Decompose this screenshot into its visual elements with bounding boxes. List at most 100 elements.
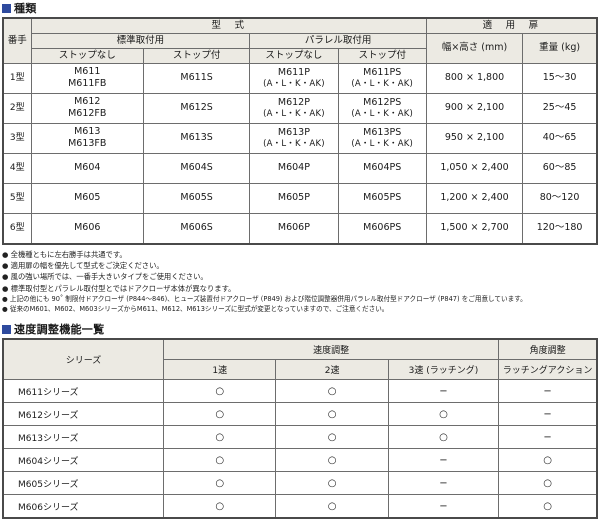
cell-speed-3: − bbox=[387, 379, 500, 404]
cell-door-weight: 15〜30 bbox=[522, 62, 598, 94]
row-label-banme: 4型 bbox=[2, 152, 32, 184]
table-row: 1型 M611 M611FB M611S M611P (A・L・K・AK) M6… bbox=[2, 62, 598, 94]
model-variant-codes: (A・L・K・AK) bbox=[263, 108, 325, 119]
model-code-sub: M611FB bbox=[68, 78, 107, 90]
cell-door-weight: 40〜65 bbox=[522, 122, 598, 154]
speed-table-body: M611シリーズ ○ ○ − − M612シリーズ ○ ○ ○ − M613シリ… bbox=[2, 379, 598, 519]
cell-parallel-no-stop: M611P (A・L・K・AK) bbox=[249, 62, 339, 94]
table-row: M613シリーズ ○ ○ ○ − bbox=[2, 425, 598, 450]
cell-door-size: 1,200 × 2,400 bbox=[425, 182, 524, 214]
table-row: M611シリーズ ○ ○ − − bbox=[2, 379, 598, 404]
section-title-text: 速度調整機能一覧 bbox=[14, 323, 105, 337]
col-header-speed-1: 1速 bbox=[163, 359, 277, 381]
row-label-series: M612シリーズ bbox=[2, 402, 165, 427]
note-item: ● 全機種ともに左右勝手は共通です。 bbox=[2, 249, 127, 259]
row-label-series: M604シリーズ bbox=[2, 448, 165, 473]
cell-speed-2: ○ bbox=[275, 448, 389, 473]
row-label-banme: 1型 bbox=[2, 62, 32, 94]
cell-standard-with-stop: M605S bbox=[142, 182, 251, 214]
cell-door-weight: 80〜120 bbox=[522, 182, 598, 214]
model-code-main: M611PS bbox=[363, 66, 402, 78]
cell-parallel-with-stop: M605PS bbox=[337, 182, 427, 214]
group-header-door: 適 用 扉 bbox=[425, 17, 598, 34]
types-table-head: 番手 型 式 適 用 扉 標準取付用 パラレル取付用 幅×高さ (mm) 重量 … bbox=[2, 17, 598, 64]
col-header-size: 幅×高さ (mm) bbox=[425, 32, 524, 64]
cell-parallel-no-stop: M604P bbox=[249, 152, 339, 184]
model-code-main: M611 bbox=[74, 66, 101, 78]
cell-standard-with-stop: M604S bbox=[142, 152, 251, 184]
cell-speed-2: ○ bbox=[275, 379, 389, 404]
cell-door-size: 1,500 × 2,700 bbox=[425, 212, 524, 245]
cell-speed-1: ○ bbox=[163, 379, 277, 404]
model-code-main: M612 bbox=[74, 96, 101, 108]
row-label-series: M606シリーズ bbox=[2, 494, 165, 519]
model-variant-codes: (A・L・K・AK) bbox=[263, 78, 325, 89]
cell-standard-with-stop: M613S bbox=[142, 122, 251, 154]
note-item: ● 上記の他にも 90˚ 制限付ドアクローザ (P844〜846)、ヒューズ装置… bbox=[2, 294, 527, 303]
group-header-type: 型 式 bbox=[30, 17, 427, 34]
model-variant-codes: (A・L・K・AK) bbox=[263, 138, 325, 149]
cell-speed-2: ○ bbox=[275, 425, 389, 450]
table-row: 4型 M604 M604S M604P M604PS 1,050 × 2,400… bbox=[2, 152, 598, 184]
cell-speed-1: ○ bbox=[163, 402, 277, 427]
blue-square-icon bbox=[2, 325, 11, 335]
speed-function-table: シリーズ 速度調整 角度調整 1速 2速 3速 (ラッチング) ラッチングアクシ… bbox=[2, 338, 598, 519]
cell-latching-action: − bbox=[498, 425, 598, 450]
cell-door-size: 950 × 2,100 bbox=[425, 122, 524, 154]
col-header-weight: 重量 (kg) bbox=[522, 32, 598, 64]
col-header-latching-action: ラッチングアクション bbox=[498, 359, 598, 381]
cell-parallel-with-stop: M611PS (A・L・K・AK) bbox=[337, 62, 427, 94]
cell-door-weight: 60〜85 bbox=[522, 152, 598, 184]
cell-parallel-with-stop: M604PS bbox=[337, 152, 427, 184]
cell-speed-3: − bbox=[387, 471, 500, 496]
speed-table-head: シリーズ 速度調整 角度調整 1速 2速 3速 (ラッチング) ラッチングアクシ… bbox=[2, 338, 598, 381]
section-heading-types: 種類 bbox=[0, 0, 600, 17]
cell-speed-1: ○ bbox=[163, 494, 277, 519]
cell-door-weight: 25〜45 bbox=[522, 92, 598, 124]
cell-speed-1: ○ bbox=[163, 448, 277, 473]
cell-standard-with-stop: M611S bbox=[142, 62, 251, 94]
cell-door-weight: 120〜180 bbox=[522, 212, 598, 245]
table-row: 2型 M612 M612FB M612S M612P (A・L・K・AK) M6… bbox=[2, 92, 598, 124]
cell-speed-3: ○ bbox=[387, 402, 500, 427]
table-row: M604シリーズ ○ ○ − ○ bbox=[2, 448, 598, 473]
model-code-main: M613 bbox=[74, 126, 101, 138]
row-label-banme: 5型 bbox=[2, 182, 32, 214]
model-code-sub: M612FB bbox=[68, 108, 107, 120]
cell-latching-action: − bbox=[498, 402, 598, 427]
row-label-series: M613シリーズ bbox=[2, 425, 165, 450]
model-code-main: M612PS bbox=[363, 96, 402, 108]
types-header-row-1: 番手 型 式 適 用 扉 bbox=[2, 17, 598, 64]
types-header-row-2: 標準取付用 パラレル取付用 幅×高さ (mm) 重量 (kg) bbox=[3, 32, 598, 64]
note-item: ● 適用扉の幅を優先して型式をご決定ください。 bbox=[2, 260, 164, 270]
cell-speed-3: − bbox=[387, 494, 500, 519]
table-row: 5型 M605 M605S M605P M605PS 1,200 × 2,400… bbox=[2, 182, 598, 214]
table-row: 6型 M606 M606S M606P M606PS 1,500 × 2,700… bbox=[2, 212, 598, 245]
cell-parallel-no-stop: M606P bbox=[249, 212, 339, 245]
group-header-standard-mount: 標準取付用 bbox=[30, 32, 251, 49]
cell-speed-1: ○ bbox=[163, 425, 277, 450]
col-header-banme: 番手 bbox=[2, 17, 32, 64]
cell-door-size: 800 × 1,800 bbox=[425, 62, 524, 94]
row-label-series: M605シリーズ bbox=[2, 471, 165, 496]
cell-latching-action: ○ bbox=[498, 471, 598, 496]
cell-standard-no-stop: M612 M612FB bbox=[30, 92, 144, 124]
model-code-main: M613PS bbox=[363, 126, 402, 138]
table-row: M605シリーズ ○ ○ − ○ bbox=[2, 471, 598, 496]
speed-header-row-1: シリーズ 速度調整 角度調整 bbox=[2, 338, 598, 381]
model-code-main: M612P bbox=[277, 96, 310, 108]
group-header-parallel-mount: パラレル取付用 bbox=[249, 32, 427, 49]
notes-list: ● 全機種ともに左右勝手は共通です。 ● 適用扉の幅を優先して型式をご決定くださ… bbox=[2, 249, 600, 315]
cell-parallel-with-stop: M613PS (A・L・K・AK) bbox=[337, 122, 427, 154]
col-header-speed-3: 3速 (ラッチング) bbox=[387, 359, 500, 381]
cell-standard-no-stop: M605 bbox=[30, 182, 144, 214]
col-header-standard-no-stop: ストップなし bbox=[30, 47, 144, 64]
model-variant-codes: (A・L・K・AK) bbox=[351, 108, 414, 119]
cell-speed-3: ○ bbox=[387, 425, 500, 450]
cell-standard-no-stop: M606 bbox=[30, 212, 144, 245]
model-variant-codes: (A・L・K・AK) bbox=[351, 138, 414, 149]
cell-standard-with-stop: M606S bbox=[142, 212, 251, 245]
cell-speed-2: ○ bbox=[275, 494, 389, 519]
row-label-series: M611シリーズ bbox=[2, 379, 165, 404]
row-label-banme: 6型 bbox=[2, 212, 32, 245]
